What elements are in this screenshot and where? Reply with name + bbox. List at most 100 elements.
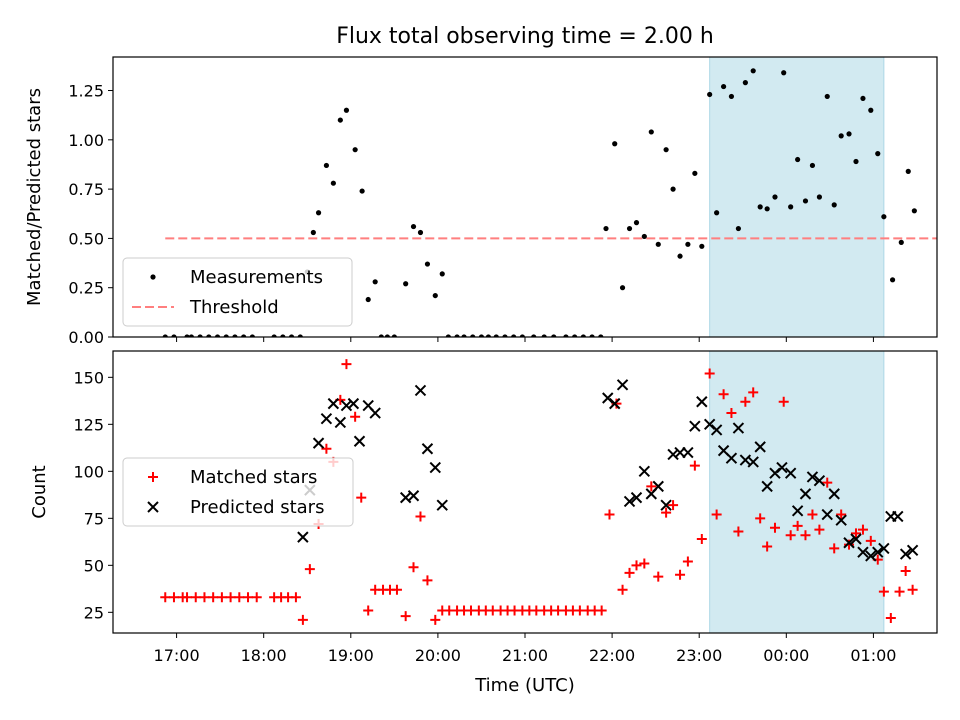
measurement-point — [330, 180, 336, 186]
matched-star-point — [321, 443, 332, 454]
measurement-point — [352, 147, 358, 153]
measurement-point — [603, 225, 609, 232]
matched-star-point — [251, 592, 262, 603]
predicted-star-point — [776, 461, 788, 474]
measurement-point — [881, 214, 887, 220]
measurement-point — [633, 220, 640, 226]
matched-star-point — [297, 614, 308, 625]
matched-star-point — [653, 571, 664, 582]
measurement-point — [750, 68, 756, 74]
measurement-point — [612, 141, 618, 147]
measurement-point — [860, 95, 866, 102]
predicted-star-point — [784, 467, 797, 479]
predicted-star-point — [652, 480, 664, 493]
measurement-point — [454, 334, 460, 337]
matched-star-point — [900, 565, 911, 576]
matched-star-point — [304, 564, 315, 575]
legend-marker-predicted — [147, 501, 159, 513]
measurement-point — [197, 334, 203, 337]
y-tick-label: 75 — [84, 509, 104, 528]
legend-label-measurements: Measurements — [190, 267, 323, 288]
matched-star-point — [718, 389, 729, 400]
measurement-point — [619, 285, 626, 291]
measurement-point — [171, 334, 177, 337]
matched-star-point — [160, 592, 171, 603]
measurement-point — [889, 277, 896, 283]
measurement-point — [838, 133, 844, 139]
measurement-point — [403, 281, 409, 287]
matched-star-point — [894, 586, 905, 597]
matched-star-point — [234, 592, 245, 603]
measurement-point — [439, 271, 445, 277]
x-tick-label: 21:00 — [502, 646, 548, 665]
matched-star-point — [726, 408, 737, 419]
measurement-point — [310, 229, 316, 236]
predicted-star-point — [725, 452, 738, 464]
x-tick-label: 20:00 — [415, 646, 461, 665]
matched-star-point — [391, 584, 402, 595]
matched-star-point — [740, 396, 751, 407]
legend-label-threshold: Threshold — [189, 297, 279, 318]
matched-star-point — [646, 481, 657, 492]
matched-star-point — [755, 513, 766, 524]
measurement-point — [846, 131, 852, 137]
predicted-star-point — [327, 397, 340, 410]
predicted-star-point — [340, 399, 353, 412]
measurement-point — [742, 80, 748, 86]
predicted-star-point — [347, 397, 360, 410]
x-tick-label: 01:00 — [850, 646, 896, 665]
top-y-axis-label: Matched/Predicted stars — [24, 88, 45, 306]
predicted-star-point — [436, 499, 448, 511]
matched-star-point — [800, 530, 811, 541]
measurement-point — [580, 334, 586, 337]
predicted-star-point — [429, 461, 441, 474]
predicted-star-point — [297, 531, 309, 543]
predicted-star-point — [407, 490, 420, 502]
predicted-star-point — [353, 435, 366, 447]
measurement-point — [297, 334, 303, 337]
measurement-point — [685, 241, 691, 247]
measurement-point — [478, 334, 485, 337]
predicted-star-point — [821, 508, 833, 521]
measurement-point — [598, 334, 604, 337]
measurement-point — [714, 210, 720, 216]
measurement-point — [271, 334, 277, 337]
matched-star-point — [168, 592, 179, 603]
measurement-point — [781, 70, 787, 76]
measurement-point — [384, 334, 390, 337]
predicted-star-point — [414, 384, 427, 397]
predicted-star-point — [754, 441, 766, 453]
measurement-point — [648, 129, 654, 135]
y-tick-label: 1.00 — [68, 131, 104, 150]
matched-star-point — [792, 520, 803, 531]
y-tick-label: 50 — [84, 556, 104, 575]
measurement-point — [898, 239, 904, 245]
predicted-star-point — [660, 499, 672, 511]
measurement-point — [707, 91, 713, 98]
measurement-point — [249, 334, 255, 337]
matched-star-point — [617, 584, 628, 595]
measurement-point — [809, 162, 816, 169]
matched-star-point — [408, 562, 419, 573]
measurement-point — [502, 334, 508, 337]
matched-star-point — [596, 605, 607, 616]
legend-marker-matched — [148, 472, 158, 482]
legend-box — [122, 257, 353, 327]
measurement-point — [772, 194, 778, 200]
measurement-point — [315, 210, 322, 216]
matched-star-point — [216, 592, 227, 603]
matched-star-point — [225, 592, 236, 603]
measurement-point — [343, 107, 350, 113]
matched-star-point — [704, 368, 715, 379]
measurement-point — [905, 168, 911, 174]
predicted-star-point — [843, 537, 855, 549]
measurement-point — [337, 117, 343, 123]
measurement-point — [432, 292, 438, 299]
measurement-point — [589, 334, 595, 337]
matched-star-point — [604, 509, 615, 520]
measurement-point — [663, 147, 669, 153]
matched-star-point — [668, 500, 679, 511]
matched-star-point — [356, 492, 367, 503]
measurement-point — [626, 225, 633, 232]
